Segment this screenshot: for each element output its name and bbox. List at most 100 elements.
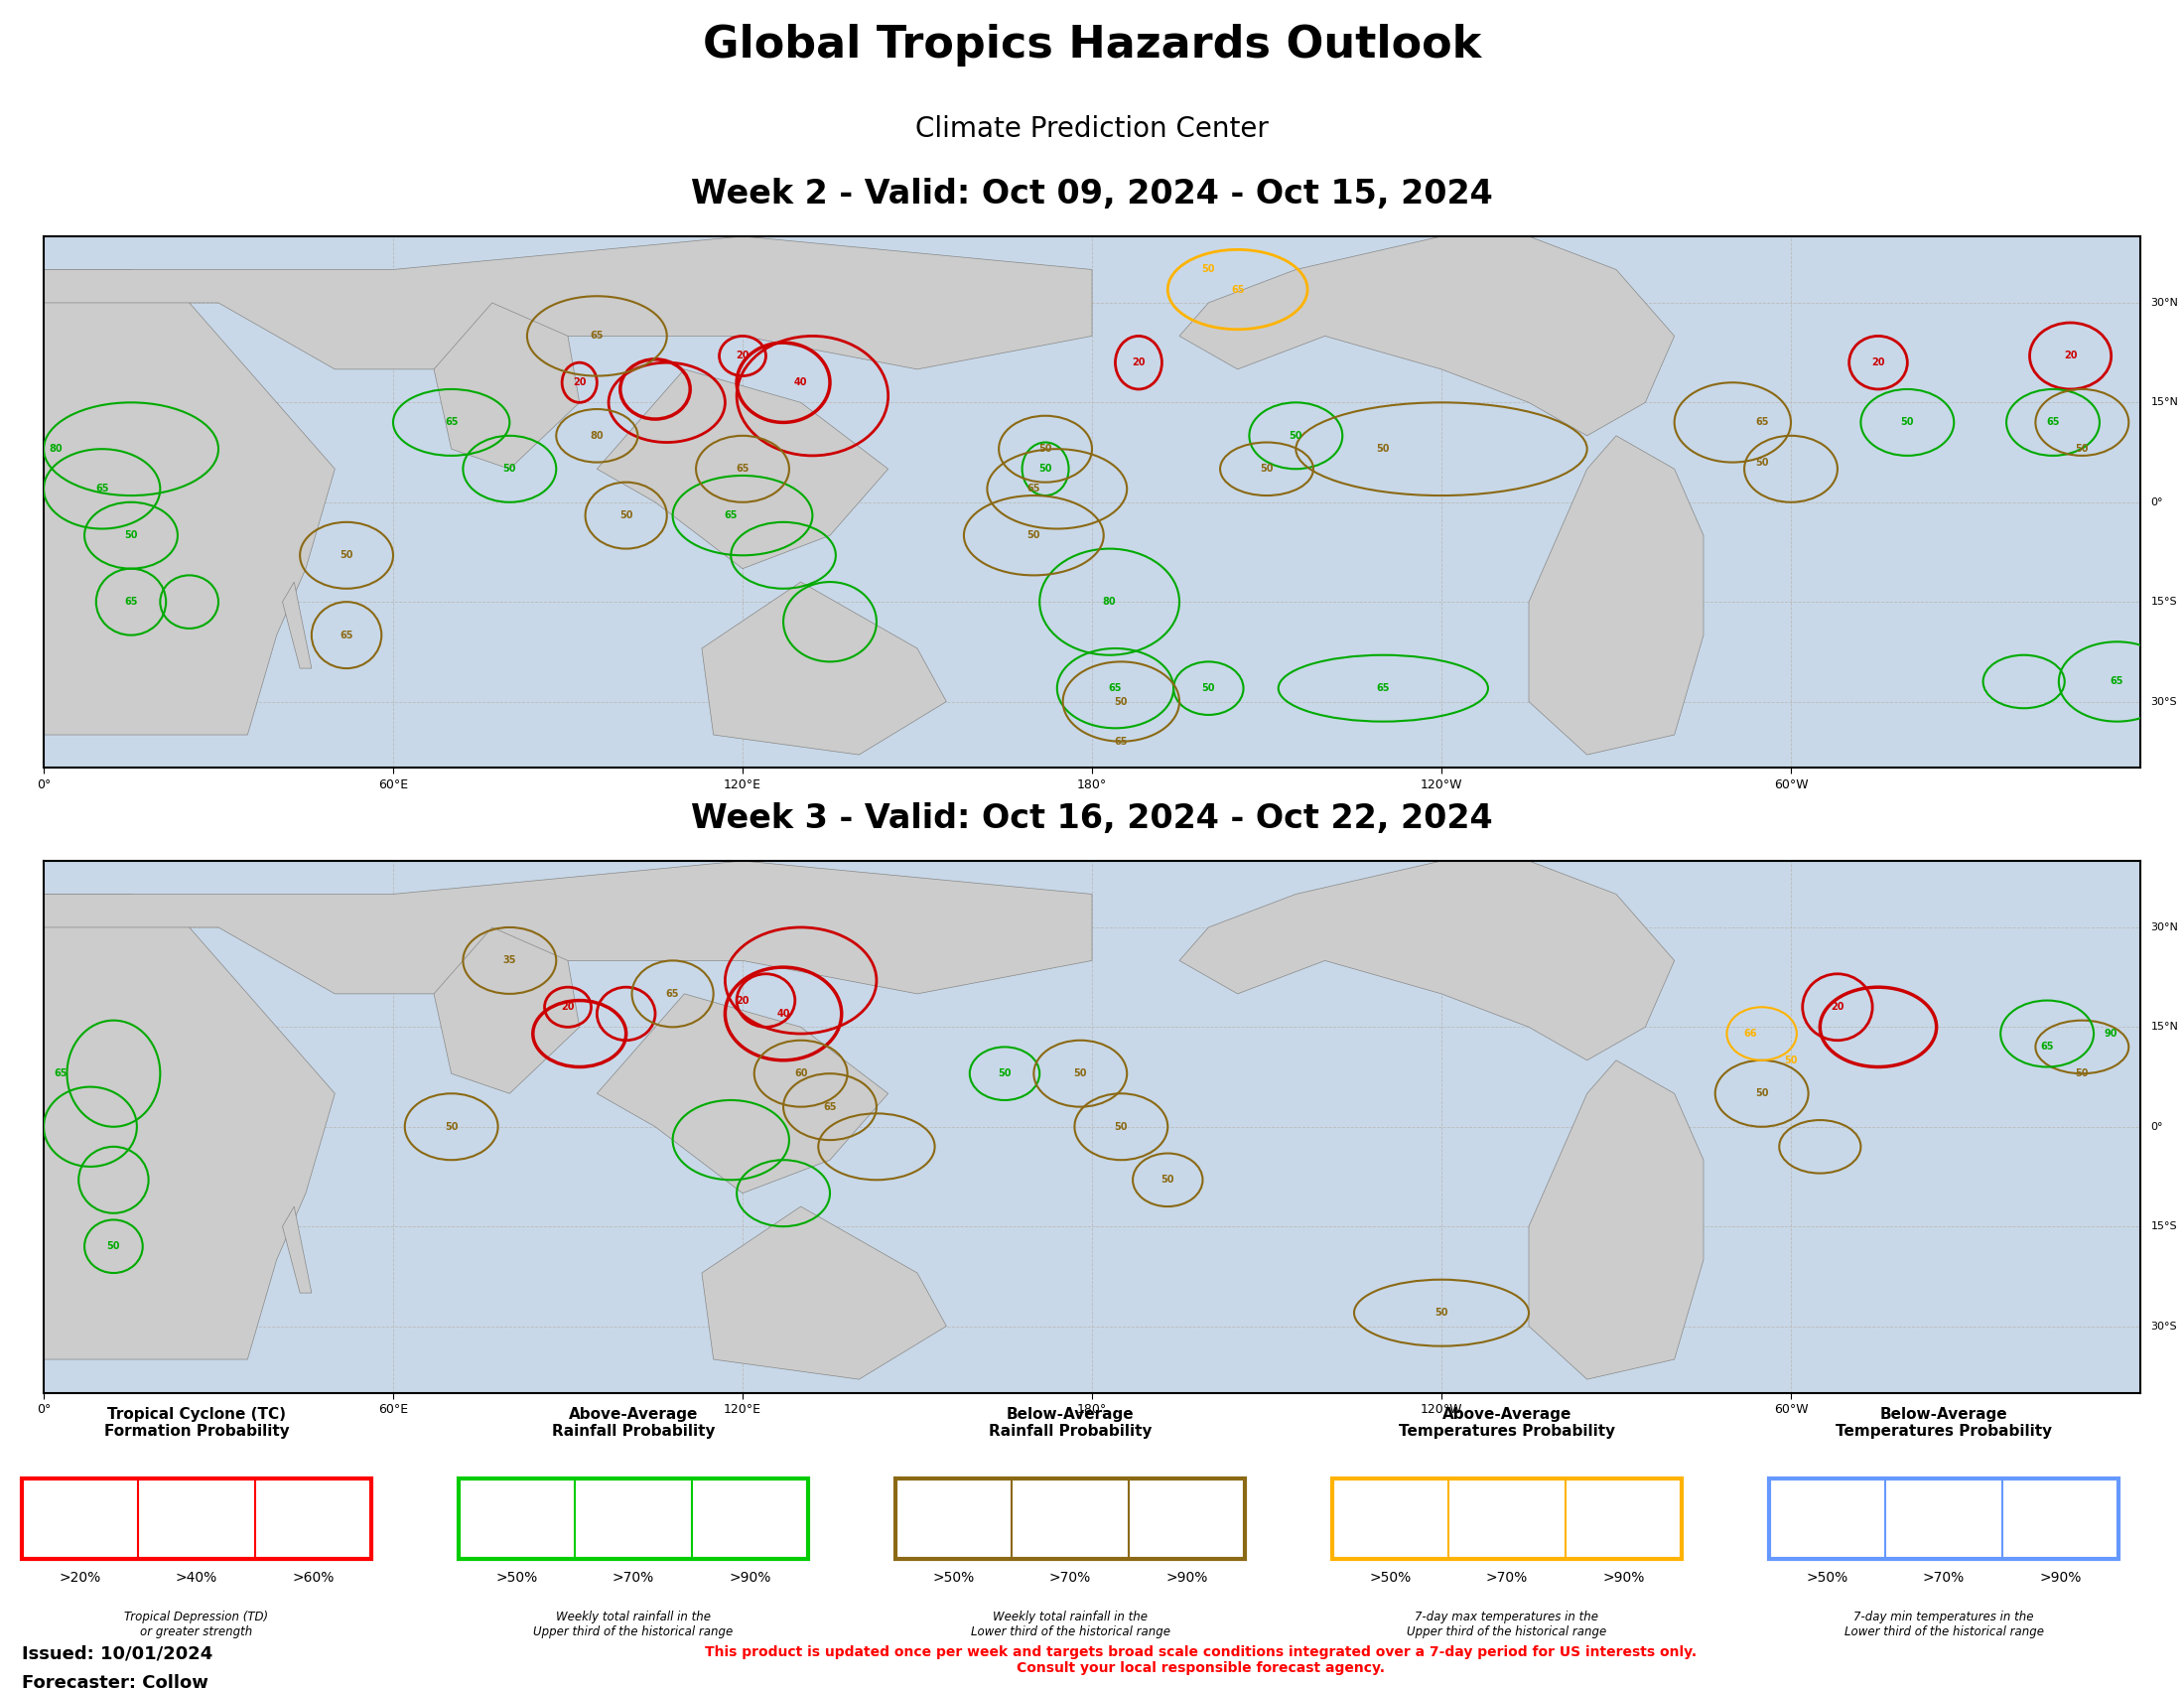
Text: 50: 50 bbox=[1114, 1123, 1127, 1131]
Text: >90%: >90% bbox=[1166, 1570, 1208, 1585]
Polygon shape bbox=[596, 994, 889, 1193]
Text: 65: 65 bbox=[2040, 1041, 2053, 1052]
Text: 50: 50 bbox=[2075, 444, 2088, 454]
Text: 15°S: 15°S bbox=[2151, 1222, 2177, 1232]
Text: 65: 65 bbox=[725, 510, 738, 520]
FancyBboxPatch shape bbox=[459, 1479, 808, 1560]
Text: 50: 50 bbox=[1784, 1055, 1797, 1065]
Text: 20: 20 bbox=[1131, 358, 1144, 368]
Text: 15°N: 15°N bbox=[2151, 397, 2177, 407]
Text: 65: 65 bbox=[736, 464, 749, 474]
Text: 20: 20 bbox=[736, 351, 749, 361]
Text: 65: 65 bbox=[2110, 677, 2123, 687]
Text: 40: 40 bbox=[778, 1009, 791, 1020]
Text: 65: 65 bbox=[666, 989, 679, 999]
Text: Forecaster: Collow: Forecaster: Collow bbox=[22, 1674, 207, 1688]
Text: 50: 50 bbox=[1289, 430, 1302, 441]
Text: 0°: 0° bbox=[2151, 498, 2162, 506]
Text: 65: 65 bbox=[2046, 417, 2060, 427]
Text: 65: 65 bbox=[96, 484, 109, 495]
Text: 65: 65 bbox=[1109, 684, 1123, 694]
Text: 60: 60 bbox=[795, 1069, 808, 1079]
Text: 80: 80 bbox=[1103, 598, 1116, 608]
Text: 65: 65 bbox=[1376, 684, 1389, 694]
Text: This product is updated once per week and targets broad scale conditions integra: This product is updated once per week an… bbox=[705, 1644, 1697, 1674]
Polygon shape bbox=[1529, 1060, 1704, 1379]
Polygon shape bbox=[435, 927, 579, 1094]
Text: 50: 50 bbox=[1040, 464, 1053, 474]
Text: 30°S: 30°S bbox=[2151, 1322, 2177, 1332]
Text: 50: 50 bbox=[1114, 697, 1127, 707]
Text: 65: 65 bbox=[823, 1102, 836, 1112]
Polygon shape bbox=[1179, 236, 1675, 436]
Text: 50: 50 bbox=[998, 1069, 1011, 1079]
Text: 30°N: 30°N bbox=[2151, 297, 2177, 307]
Text: >50%: >50% bbox=[933, 1570, 974, 1585]
Text: 50: 50 bbox=[107, 1241, 120, 1251]
Polygon shape bbox=[435, 302, 579, 469]
Text: >70%: >70% bbox=[1922, 1570, 1966, 1585]
Text: 50: 50 bbox=[1162, 1175, 1175, 1185]
Text: >50%: >50% bbox=[1806, 1570, 1848, 1585]
Text: >40%: >40% bbox=[175, 1570, 218, 1585]
Text: 20: 20 bbox=[572, 378, 585, 388]
Text: 50: 50 bbox=[1756, 457, 1769, 468]
Text: 7-day min temperatures in the
Lower third of the historical range: 7-day min temperatures in the Lower thir… bbox=[1843, 1610, 2044, 1639]
Text: Above-Average
Temperatures Probability: Above-Average Temperatures Probability bbox=[1398, 1406, 1616, 1438]
Text: 50: 50 bbox=[2075, 1069, 2088, 1079]
Text: Issued: 10/01/2024: Issued: 10/01/2024 bbox=[22, 1644, 212, 1663]
Text: 40: 40 bbox=[795, 378, 808, 388]
Polygon shape bbox=[44, 895, 334, 1359]
Text: 50: 50 bbox=[1201, 265, 1214, 275]
Text: Climate Prediction Center: Climate Prediction Center bbox=[915, 115, 1269, 143]
Text: 80: 80 bbox=[48, 444, 61, 454]
Polygon shape bbox=[701, 582, 946, 755]
Text: Weekly total rainfall in the
Lower third of the historical range: Weekly total rainfall in the Lower third… bbox=[970, 1610, 1171, 1639]
FancyBboxPatch shape bbox=[895, 1479, 1245, 1560]
Text: 65: 65 bbox=[1026, 484, 1040, 495]
Text: 0°: 0° bbox=[2151, 1123, 2162, 1131]
Text: >50%: >50% bbox=[1369, 1570, 1411, 1585]
FancyBboxPatch shape bbox=[22, 1479, 371, 1560]
Text: 80: 80 bbox=[590, 430, 603, 441]
Text: 50: 50 bbox=[1756, 1089, 1769, 1099]
Polygon shape bbox=[1179, 861, 1675, 1060]
Text: >50%: >50% bbox=[496, 1570, 537, 1585]
Text: Week 3 - Valid: Oct 16, 2024 - Oct 22, 2024: Week 3 - Valid: Oct 16, 2024 - Oct 22, 2… bbox=[690, 802, 1494, 836]
Text: 50: 50 bbox=[1260, 464, 1273, 474]
Text: 65: 65 bbox=[1232, 285, 1245, 294]
Polygon shape bbox=[1529, 436, 1704, 755]
Text: 20: 20 bbox=[2064, 351, 2077, 361]
Text: 65: 65 bbox=[124, 598, 138, 608]
Text: 65: 65 bbox=[1756, 417, 1769, 427]
Text: 50: 50 bbox=[1376, 444, 1389, 454]
Text: 50: 50 bbox=[1075, 1069, 1088, 1079]
Text: 30°S: 30°S bbox=[2151, 697, 2177, 707]
Text: >70%: >70% bbox=[612, 1570, 655, 1585]
Text: 50: 50 bbox=[502, 464, 515, 474]
Text: Tropical Depression (TD)
or greater strength: Tropical Depression (TD) or greater stre… bbox=[124, 1610, 269, 1639]
Text: 50: 50 bbox=[620, 510, 633, 520]
Text: 66: 66 bbox=[1743, 1028, 1756, 1038]
Polygon shape bbox=[701, 1207, 946, 1379]
Text: >70%: >70% bbox=[1485, 1570, 1529, 1585]
Text: 7-day max temperatures in the
Upper third of the historical range: 7-day max temperatures in the Upper thir… bbox=[1406, 1610, 1607, 1639]
Polygon shape bbox=[282, 1207, 312, 1293]
Text: >90%: >90% bbox=[729, 1570, 771, 1585]
Text: 65: 65 bbox=[446, 417, 459, 427]
Text: 50: 50 bbox=[1435, 1308, 1448, 1318]
Text: 65: 65 bbox=[55, 1069, 68, 1079]
Text: 30°N: 30°N bbox=[2151, 922, 2177, 932]
Text: 50: 50 bbox=[1201, 684, 1214, 694]
Text: Weekly total rainfall in the
Upper third of the historical range: Weekly total rainfall in the Upper third… bbox=[533, 1610, 734, 1639]
Text: 65: 65 bbox=[590, 331, 603, 341]
Text: Tropical Cyclone (TC)
Formation Probability: Tropical Cyclone (TC) Formation Probabil… bbox=[105, 1406, 288, 1438]
Text: 20: 20 bbox=[1830, 1003, 1843, 1013]
Text: 35: 35 bbox=[502, 955, 515, 966]
Text: Global Tropics Hazards Outlook: Global Tropics Hazards Outlook bbox=[703, 24, 1481, 68]
Text: >90%: >90% bbox=[2040, 1570, 2081, 1585]
FancyBboxPatch shape bbox=[1769, 1479, 2118, 1560]
Text: 50: 50 bbox=[446, 1123, 459, 1131]
Text: 50: 50 bbox=[1026, 530, 1040, 540]
Text: 20: 20 bbox=[736, 996, 749, 1006]
